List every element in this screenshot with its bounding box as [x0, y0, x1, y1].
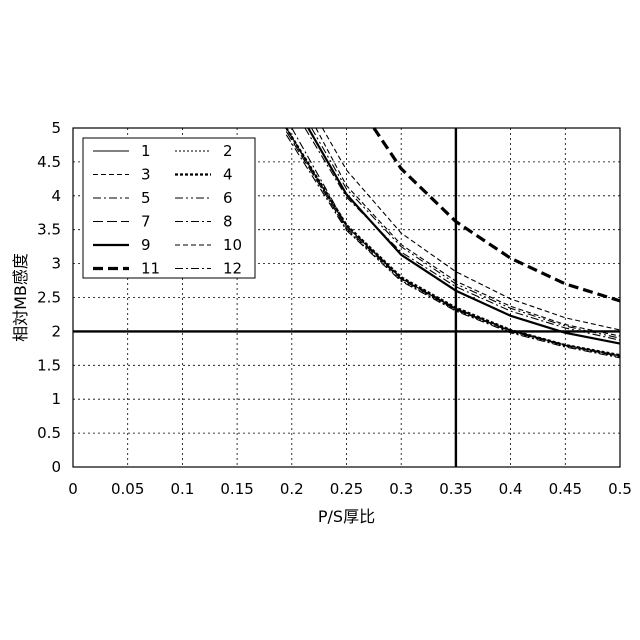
x-tick-labels: 0 0.05 0.1 0.15 0.2 0.25 0.3 0.35 0.4 0.45 0.5 [68, 480, 632, 498]
legend-label-11: 11 [141, 260, 160, 278]
legend-label-12: 12 [223, 260, 242, 278]
x-tick-label: 0.35 [439, 480, 472, 498]
series-line-7 [286, 131, 620, 356]
x-tick-label: 0.15 [220, 480, 253, 498]
series-line-11 [374, 128, 620, 301]
x-tick-label: 0 [68, 480, 78, 498]
y-tick-label: 2 [51, 322, 61, 340]
series-lines [286, 128, 620, 358]
x-axis-title: P/S厚比 [318, 507, 375, 526]
y-axis-title: 相対MB感度 [11, 253, 30, 342]
y-tick-label: 4 [51, 187, 61, 205]
y-tick-label: 0 [51, 458, 61, 476]
y-tick-label: 2.5 [37, 289, 61, 307]
x-tick-label: 0.5 [608, 480, 632, 498]
series-line-2 [286, 128, 620, 357]
legend-label-6: 6 [223, 189, 233, 207]
y-tick-label: 3.5 [37, 221, 61, 239]
legend: 123456789101112 [83, 138, 255, 278]
legend-label-5: 5 [141, 189, 151, 207]
series-line-10 [316, 128, 620, 336]
series-line-5 [305, 128, 620, 340]
y-tick-label: 0.5 [37, 424, 61, 442]
legend-label-2: 2 [223, 142, 233, 160]
y-tick-label: 5 [51, 119, 61, 137]
y-tick-labels: 0 0.5 1 1.5 2 2.5 3 3.5 4 4.5 5 [37, 119, 61, 476]
legend-label-10: 10 [223, 236, 242, 254]
x-tick-label: 0.25 [330, 480, 363, 498]
series-line-6 [312, 128, 621, 338]
x-tick-label: 0.45 [549, 480, 582, 498]
legend-label-9: 9 [141, 236, 151, 254]
legend-label-8: 8 [223, 213, 233, 231]
y-tick-label: 1.5 [37, 356, 61, 374]
y-tick-label: 4.5 [37, 153, 61, 171]
x-tick-label: 0.3 [389, 480, 413, 498]
x-tick-label: 0.1 [170, 480, 194, 498]
y-tick-label: 1 [51, 390, 61, 408]
legend-label-4: 4 [223, 166, 233, 184]
series-line-8 [286, 135, 620, 358]
x-tick-label: 0.2 [280, 480, 304, 498]
legend-label-3: 3 [141, 166, 151, 184]
legend-label-1: 1 [141, 142, 151, 160]
series-line-3 [322, 128, 620, 330]
x-tick-label: 0.4 [499, 480, 523, 498]
legend-label-7: 7 [141, 213, 151, 231]
x-tick-label: 0.05 [111, 480, 144, 498]
y-tick-label: 3 [51, 255, 61, 273]
